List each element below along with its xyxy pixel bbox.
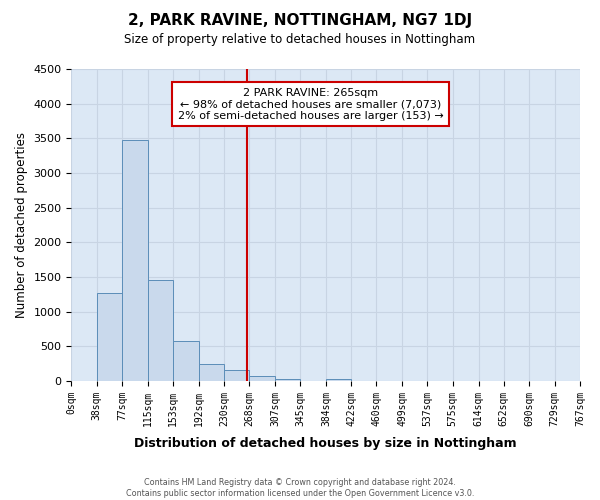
Bar — [326, 379, 351, 381]
Y-axis label: Number of detached properties: Number of detached properties — [15, 132, 28, 318]
Text: 2, PARK RAVINE, NOTTINGHAM, NG7 1DJ: 2, PARK RAVINE, NOTTINGHAM, NG7 1DJ — [128, 12, 472, 28]
Text: Size of property relative to detached houses in Nottingham: Size of property relative to detached ho… — [124, 32, 476, 46]
Bar — [173, 340, 199, 381]
Bar — [224, 370, 249, 381]
Bar — [148, 280, 173, 381]
Bar — [199, 364, 224, 381]
Text: Contains HM Land Registry data © Crown copyright and database right 2024.
Contai: Contains HM Land Registry data © Crown c… — [126, 478, 474, 498]
Bar — [97, 293, 122, 381]
X-axis label: Distribution of detached houses by size in Nottingham: Distribution of detached houses by size … — [134, 437, 517, 450]
Text: 2 PARK RAVINE: 265sqm
← 98% of detached houses are smaller (7,073)
2% of semi-de: 2 PARK RAVINE: 265sqm ← 98% of detached … — [178, 88, 443, 121]
Bar — [275, 379, 300, 381]
Bar — [122, 140, 148, 381]
Bar — [249, 376, 275, 381]
